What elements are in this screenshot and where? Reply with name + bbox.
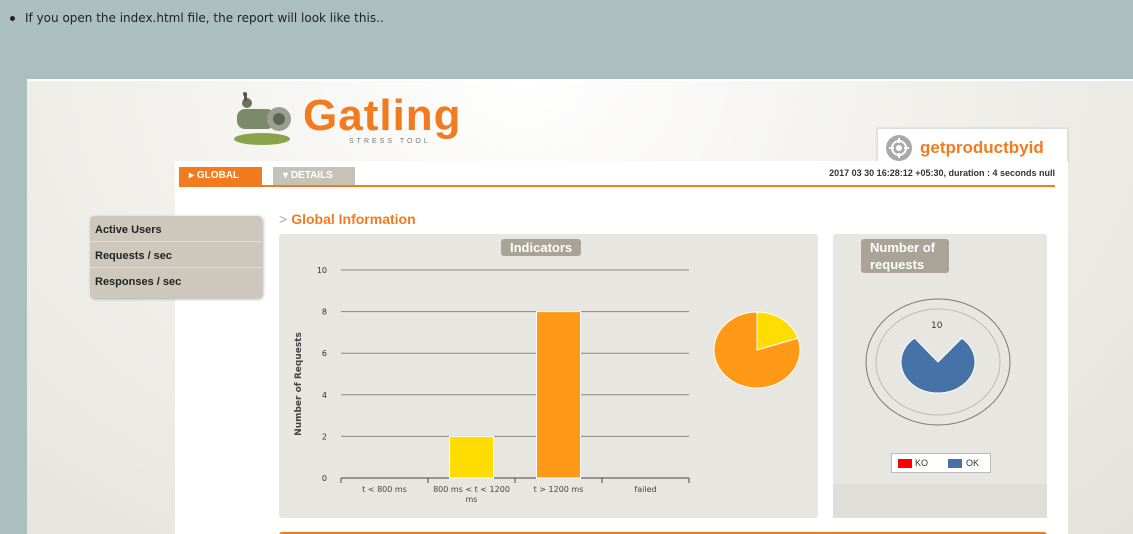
bullet-icon — [10, 16, 15, 21]
logo-subtitle: STRESS TOOL — [349, 138, 431, 145]
gatling-report-screenshot: Gatling STRESS TOOL getproductbyid ▸ GLO… — [27, 79, 1133, 534]
indicators-chart: Number of Requests 0 2 4 6 8 10 t < 800 ms 800… — [294, 266, 801, 504]
x-tick-label: t > 1200 ms — [534, 485, 584, 494]
intro-note: If you open the index.html file, the rep… — [10, 11, 384, 25]
y-tick-label: 8 — [322, 308, 327, 317]
target-icon — [886, 135, 912, 161]
tab-global[interactable]: ▸ GLOBAL — [179, 167, 262, 185]
tab-details-label: DETAILS — [290, 170, 333, 181]
indicators-box: Indicators Number of Requests 0 2 4 6 8 10 t … — [279, 234, 818, 518]
y-tick-label: 0 — [322, 474, 327, 483]
y-tick-label: 4 — [322, 391, 327, 400]
x-tick-label: failed — [634, 485, 656, 494]
menu-item-active-users[interactable]: Active Users — [90, 216, 262, 242]
requests-legend: KO OK — [891, 453, 991, 473]
number-of-requests-label: Number of requests — [861, 239, 949, 273]
gatling-gun-icon — [234, 92, 291, 145]
intro-note-text: If you open the index.html file, the rep… — [25, 11, 384, 25]
indicators-label: Indicators — [501, 239, 582, 256]
x-tick-label: t < 800 ms — [362, 485, 407, 494]
pie-slice — [900, 337, 976, 394]
y-axis-label: Number of Requests — [294, 332, 304, 436]
section-arrow-icon: > — [279, 211, 288, 227]
run-info: 2017 03 30 16:28:12 +05:30, duration : 4… — [829, 168, 1055, 178]
tab-details[interactable]: ▾ DETAILS — [273, 167, 355, 185]
logo-wordmark: Gatling — [303, 91, 462, 140]
number-of-requests-box: Number of requests 10 KO OK — [833, 234, 1047, 518]
legend-ko-label[interactable]: KO — [915, 458, 929, 468]
menu-item-requests-per-sec[interactable]: Requests / sec — [90, 242, 262, 268]
section-title: > Global Information — [279, 211, 416, 227]
pie-slice — [756, 311, 799, 351]
total-requests-label: 10 — [931, 321, 943, 331]
pie-slice — [713, 311, 801, 389]
legend-ko-swatch — [898, 459, 912, 468]
next-section-bar — [279, 532, 1047, 534]
bar — [449, 435, 494, 479]
y-tick-label: 6 — [322, 349, 327, 358]
side-menu: Active Users Requests / sec Responses / … — [90, 216, 262, 298]
simulation-name: getproductbyid — [920, 138, 1044, 157]
bar — [536, 311, 581, 479]
section-title-text: Global Information — [291, 211, 416, 227]
legend-ok-label[interactable]: OK — [966, 458, 980, 468]
number-of-requests-footer — [833, 484, 1047, 518]
x-tick-label: 800 ms < t < 1200 ms — [433, 485, 510, 504]
tab-global-label: GLOBAL — [196, 170, 240, 181]
legend-ok-swatch — [948, 459, 962, 468]
y-tick-label: 2 — [322, 432, 327, 441]
menu-item-responses-per-sec[interactable]: Responses / sec — [95, 276, 182, 288]
simulation-name-box: getproductbyid — [877, 128, 1068, 165]
y-tick-label: 10 — [317, 266, 327, 275]
tab-underline — [179, 185, 1055, 187]
number-of-requests-chart: 10 — [865, 298, 1011, 426]
